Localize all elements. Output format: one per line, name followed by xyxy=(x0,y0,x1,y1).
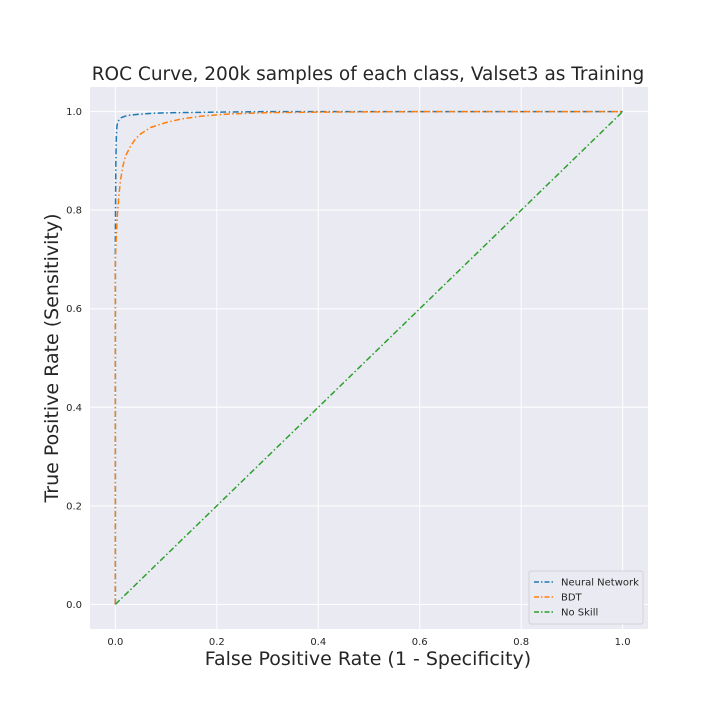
x-tick-label: 0.2 xyxy=(209,637,225,648)
y-tick-label: 0.4 xyxy=(66,403,82,414)
tick-labels: 0.0 0.2 0.4 0.6 0.8 1.0 0.0 0.2 0.4 0.6 0.8 1.0 xyxy=(66,107,630,648)
y-tick-label: 0.6 xyxy=(66,304,82,315)
x-tick-label: 0.6 xyxy=(412,637,428,648)
series-line-neural-network xyxy=(114,110,623,605)
y-tick-label: 0.8 xyxy=(66,206,82,217)
y-tick-label: 0.2 xyxy=(66,501,82,512)
x-tick-label: 0.4 xyxy=(310,637,326,648)
series-line-no-skill xyxy=(114,111,624,605)
series-lines xyxy=(114,110,624,605)
y-axis-label: True Positive Rate (Sensitivity) xyxy=(41,213,63,503)
x-axis-label: False Positive Rate (1 - Specificity) xyxy=(205,648,531,670)
legend-label: Neural Network xyxy=(561,578,639,589)
legend: Neural Network BDT No Skill xyxy=(528,570,644,625)
x-tick-label: 1.0 xyxy=(615,637,631,648)
series-line-bdt xyxy=(114,110,623,605)
chart-title: ROC Curve, 200k samples of each class, V… xyxy=(92,64,645,85)
legend-label: No Skill xyxy=(561,608,598,619)
legend-box xyxy=(528,570,644,625)
legend-label: BDT xyxy=(561,593,583,604)
x-tick-label: 0.0 xyxy=(107,637,123,648)
y-tick-label: 0.0 xyxy=(66,600,82,611)
x-tick-label: 0.8 xyxy=(513,637,529,648)
grid xyxy=(90,87,648,629)
y-tick-label: 1.0 xyxy=(66,107,82,118)
